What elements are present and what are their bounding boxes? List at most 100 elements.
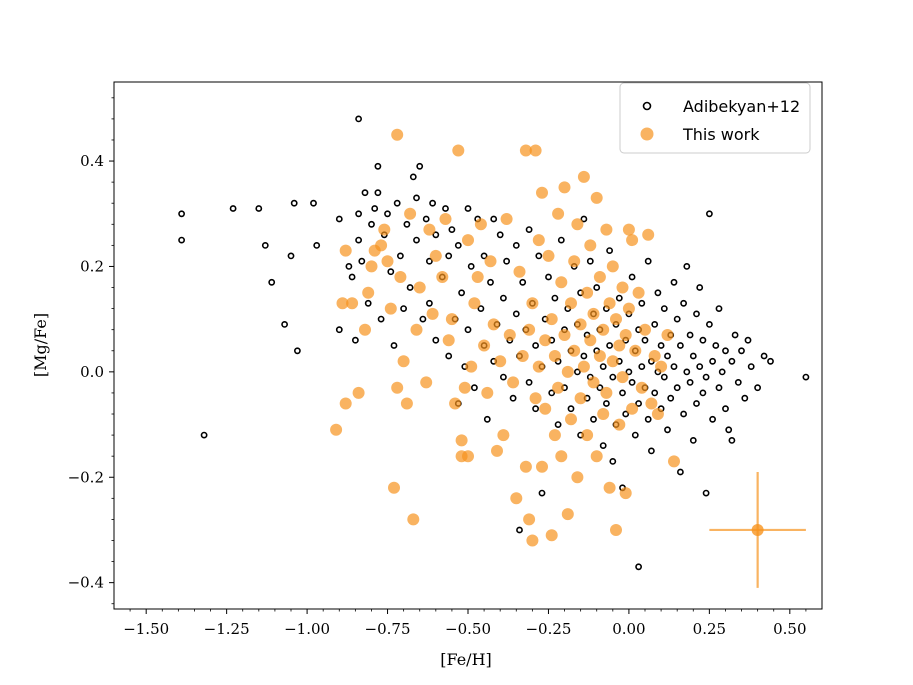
adibekyan-point (712, 342, 720, 349)
adibekyan-point (548, 389, 556, 397)
adibekyan-point (686, 331, 694, 339)
adibekyan-point (725, 426, 733, 434)
adibekyan-point (670, 278, 678, 286)
adibekyan-point (706, 210, 713, 218)
adibekyan-point (355, 236, 362, 244)
this-work-point (510, 492, 523, 505)
this-work-point (622, 223, 635, 236)
this-work-point (548, 350, 561, 362)
adibekyan-point (593, 284, 601, 291)
adibekyan-point (480, 252, 488, 260)
this-work-point (330, 423, 343, 436)
this-work-point (455, 434, 468, 447)
adibekyan-point (509, 394, 517, 402)
adibekyan-point (445, 352, 453, 360)
adibekyan-point (673, 315, 681, 323)
adibekyan-point (709, 415, 716, 423)
this-work-point (613, 418, 626, 431)
this-work-point (561, 508, 574, 521)
this-work-point (468, 297, 481, 310)
adibekyan-point (454, 241, 462, 249)
this-work-point (558, 181, 571, 194)
adibekyan-point (715, 384, 723, 392)
this-work-point (436, 271, 449, 283)
adibekyan-point (470, 384, 478, 392)
adibekyan-point (425, 299, 433, 307)
this-work-point (519, 460, 532, 473)
adibekyan-point (635, 563, 642, 571)
this-work-point (581, 286, 594, 299)
this-work-point (574, 318, 587, 331)
adibekyan-point (393, 199, 401, 207)
this-work-point (622, 302, 635, 315)
this-work-point (536, 186, 548, 199)
adibekyan-point (281, 320, 288, 328)
this-work-point (497, 429, 510, 442)
adibekyan-point (696, 363, 704, 370)
this-work-point (565, 413, 577, 426)
adibekyan-point (374, 162, 382, 170)
adibekyan-point (387, 268, 395, 276)
this-work-point (616, 371, 629, 384)
adibekyan-point (680, 299, 687, 307)
adibekyan-point (490, 215, 498, 223)
adibekyan-point (606, 247, 613, 254)
adibekyan-point (702, 373, 710, 381)
this-work-point (565, 297, 577, 310)
this-work-point (548, 429, 561, 442)
this-work-point (381, 255, 394, 268)
adibekyan-point (731, 331, 739, 339)
this-work-point (462, 234, 474, 247)
adibekyan-point (432, 231, 440, 239)
this-work-point (639, 323, 651, 336)
this-work-point (407, 513, 420, 526)
adibekyan-point (615, 294, 623, 302)
adibekyan-point (261, 241, 269, 249)
this-work-point (487, 318, 500, 331)
adibekyan-point (358, 257, 366, 265)
this-work-point (626, 234, 639, 247)
adibekyan-point (638, 363, 646, 370)
this-work-point (384, 302, 397, 315)
adibekyan-point (706, 320, 713, 328)
this-work-point (545, 529, 558, 542)
this-work-point (458, 381, 471, 394)
this-work-point (552, 207, 565, 220)
this-work-point (661, 329, 674, 341)
adibekyan-point (715, 305, 723, 312)
x-tick-label: −0.50 (445, 620, 491, 638)
this-work-point (513, 265, 526, 278)
this-work-point (606, 260, 619, 273)
adibekyan-point (371, 205, 379, 212)
this-work-point (603, 481, 616, 494)
adibekyan-point (619, 389, 626, 397)
adibekyan-point (722, 405, 729, 413)
adibekyan-point (361, 189, 369, 197)
this-work-point (449, 397, 462, 410)
this-work-point (597, 408, 610, 420)
adibekyan-point (525, 378, 533, 386)
this-work-point (426, 307, 439, 320)
adibekyan-point (644, 257, 652, 265)
axes: −1.50 −1.25 −1.00 −0.75 −0.50 −0.25 0.00 0.25 0.… (68, 81, 823, 638)
adibekyan-point (416, 162, 424, 170)
adibekyan-point (664, 426, 671, 434)
this-work-point (375, 239, 388, 252)
x-tick-label: 0.25 (693, 620, 726, 638)
adibekyan-point (699, 389, 707, 397)
this-work-point (365, 260, 378, 273)
this-work-point (561, 365, 574, 378)
adibekyan-point (287, 252, 295, 260)
this-work-point (603, 297, 616, 310)
this-work-point (574, 392, 587, 405)
x-tick-label: 0.00 (612, 620, 645, 638)
this-work-point (555, 450, 568, 463)
adibekyan-point (255, 205, 263, 212)
adibekyan-point (335, 215, 343, 223)
this-work-point (474, 218, 487, 231)
adibekyan-point (728, 357, 736, 365)
adibekyan-point (580, 352, 588, 360)
this-work-point (600, 386, 613, 399)
adibekyan-point (396, 252, 404, 260)
this-work-point (587, 307, 600, 320)
